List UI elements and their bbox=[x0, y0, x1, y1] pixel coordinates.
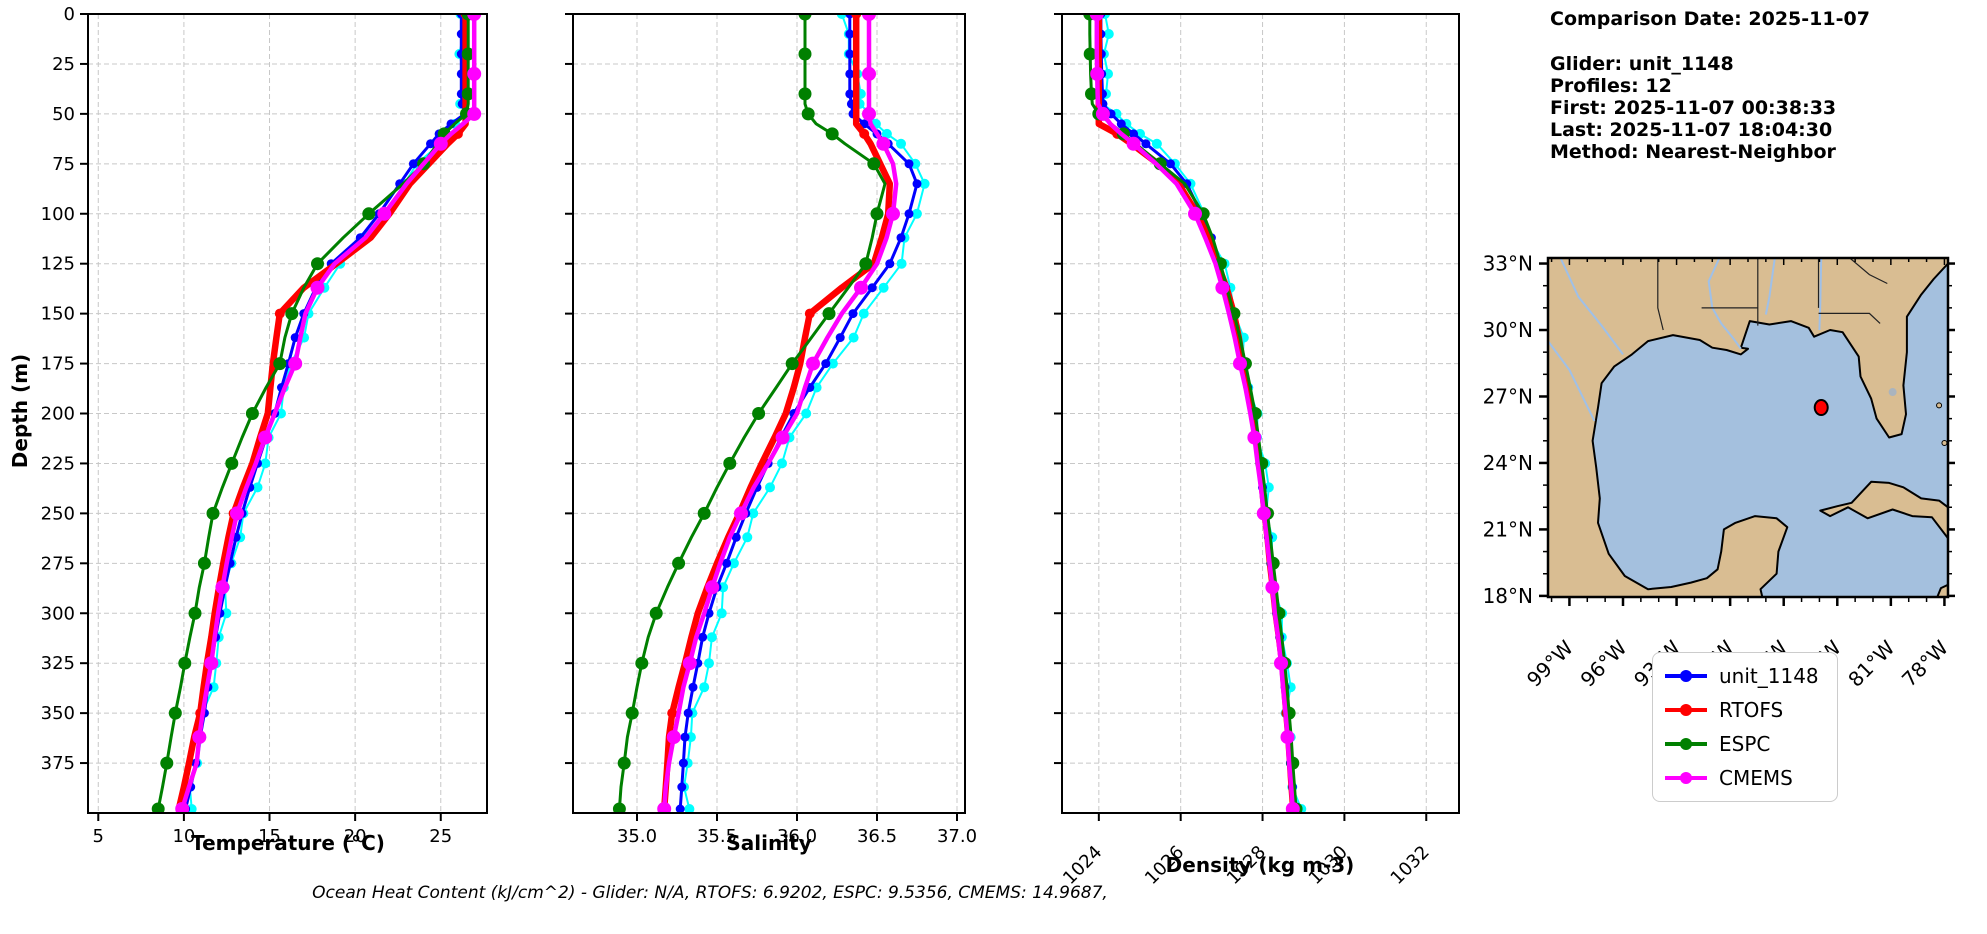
svg-text:50: 50 bbox=[52, 104, 75, 125]
info-panel: Comparison Date: 2025-11-07 Glider: unit… bbox=[1550, 8, 1870, 163]
svg-text:250: 250 bbox=[41, 503, 75, 524]
svg-text:100: 100 bbox=[41, 204, 75, 225]
series-profiles bbox=[184, 14, 473, 813]
last-profile-time: Last: 2025-11-07 18:04:30 bbox=[1550, 119, 1833, 141]
legend-label: unit_1148 bbox=[1719, 664, 1819, 688]
series-RTOFS bbox=[660, 14, 894, 810]
density-panel: 1024 1026 1028 1030 1032 bbox=[1054, 13, 1460, 889]
gulf-map: 33°N30°N27°N24°N21°N18°N99°W96°W93°W90°W… bbox=[1483, 252, 1955, 692]
series-ESPC bbox=[612, 14, 887, 813]
salinity-axis-label: Salinity bbox=[726, 831, 812, 855]
svg-text:36.0: 36.0 bbox=[777, 826, 817, 847]
legend-label: CMEMS bbox=[1719, 766, 1793, 790]
svg-text:5: 5 bbox=[93, 826, 104, 847]
legend-label: ESPC bbox=[1719, 732, 1771, 756]
legend-swatch-unit_1148 bbox=[1665, 670, 1707, 682]
ohc-caption: Ocean Heat Content (kJ/cm^2) - Glider: N… bbox=[312, 883, 1108, 903]
legend-item-unit_1148: unit_1148 bbox=[1665, 661, 1819, 691]
info-spacer bbox=[1550, 30, 1870, 53]
svg-text:78°W: 78°W bbox=[1897, 635, 1953, 691]
svg-text:10: 10 bbox=[172, 826, 195, 847]
svg-text:200: 200 bbox=[41, 404, 75, 425]
svg-text:96°W: 96°W bbox=[1576, 635, 1632, 691]
comparison-method: Method: Nearest-Neighbor bbox=[1550, 141, 1836, 163]
series-CMEMS bbox=[657, 14, 900, 813]
legend-item-CMEMS: CMEMS bbox=[1665, 763, 1819, 793]
svg-text:125: 125 bbox=[41, 254, 75, 275]
svg-text:81°W: 81°W bbox=[1843, 635, 1899, 691]
legend-swatch-ESPC bbox=[1665, 738, 1707, 750]
series-RTOFS bbox=[175, 14, 471, 810]
svg-text:75: 75 bbox=[52, 154, 75, 175]
svg-text:15: 15 bbox=[258, 826, 281, 847]
temperature-panel: 0 25 50 75 100 125 150 175 200 225 250 275 300 325 350… bbox=[41, 4, 488, 847]
svg-text:150: 150 bbox=[41, 304, 75, 325]
series-unit_1148 bbox=[181, 14, 470, 813]
series-CMEMS bbox=[1089, 14, 1300, 813]
svg-text:350: 350 bbox=[41, 703, 75, 724]
svg-text:20: 20 bbox=[344, 826, 367, 847]
comparison-date: Comparison Date: 2025-11-07 bbox=[1550, 8, 1870, 30]
svg-text:225: 225 bbox=[41, 453, 75, 474]
legend-swatch-RTOFS bbox=[1665, 704, 1707, 716]
svg-text:25: 25 bbox=[52, 54, 75, 75]
svg-text:25: 25 bbox=[429, 826, 452, 847]
svg-text:24°N: 24°N bbox=[1483, 451, 1533, 475]
svg-text:375: 375 bbox=[41, 753, 75, 774]
legend-item-ESPC: ESPC bbox=[1665, 729, 1819, 759]
svg-text:0: 0 bbox=[64, 4, 75, 25]
svg-text:275: 275 bbox=[41, 553, 75, 574]
legend-swatch-CMEMS bbox=[1665, 772, 1707, 784]
svg-text:175: 175 bbox=[41, 354, 75, 375]
series-ESPC bbox=[151, 14, 475, 813]
first-profile-time: First: 2025-11-07 00:38:33 bbox=[1550, 97, 1837, 119]
glider-position-marker bbox=[1813, 399, 1829, 417]
salinity-panel: 35.0 35.5 36.0 36.5 37.0 bbox=[565, 13, 977, 847]
svg-text:27°N: 27°N bbox=[1483, 384, 1533, 408]
legend: unit_1148 RTOFS ESPC CMEMS bbox=[1652, 652, 1838, 802]
svg-text:33°N: 33°N bbox=[1483, 252, 1533, 276]
glider-name: Glider: unit_1148 bbox=[1550, 53, 1734, 75]
svg-text:21°N: 21°N bbox=[1483, 517, 1533, 541]
density-axis-label: Density (kg m-3) bbox=[1165, 853, 1355, 877]
svg-text:35.0: 35.0 bbox=[617, 826, 657, 847]
svg-text:36.5: 36.5 bbox=[857, 826, 897, 847]
svg-text:30°N: 30°N bbox=[1483, 318, 1533, 342]
profiles-count: Profiles: 12 bbox=[1550, 75, 1672, 97]
temperature-axis-label: Temperature (°C) bbox=[191, 831, 385, 855]
series-CMEMS bbox=[175, 14, 482, 813]
svg-text:35.5: 35.5 bbox=[697, 826, 737, 847]
svg-text:300: 300 bbox=[41, 603, 75, 624]
svg-text:37.0: 37.0 bbox=[937, 826, 977, 847]
depth-axis-label: Depth (m) bbox=[8, 353, 32, 469]
legend-item-RTOFS: RTOFS bbox=[1665, 695, 1819, 725]
legend-label: RTOFS bbox=[1719, 698, 1784, 722]
svg-text:325: 325 bbox=[41, 653, 75, 674]
svg-text:18°N: 18°N bbox=[1483, 584, 1533, 608]
svg-text:99°W: 99°W bbox=[1522, 635, 1578, 691]
